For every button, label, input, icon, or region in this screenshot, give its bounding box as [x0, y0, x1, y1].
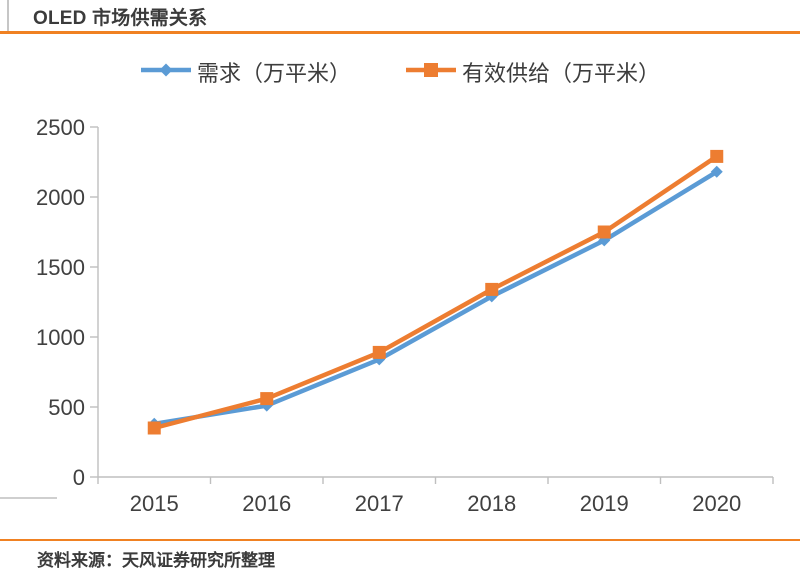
- legend-item-supply: 有效供给（万平米）: [405, 56, 660, 88]
- legend-label-supply: 有效供给（万平米）: [462, 61, 661, 86]
- x-axis-label: 2017: [355, 491, 404, 516]
- legend-marker-svg: [406, 62, 456, 77]
- x-axis-label: 2020: [692, 491, 741, 516]
- x-axis-label: 2015: [130, 491, 179, 516]
- legend-marker-svg: [140, 63, 191, 76]
- table-border-fragment-bottom: [0, 497, 57, 499]
- source-note: 资料来源：天风证券研究所整理: [37, 551, 275, 570]
- x-axis-label: 2018: [467, 491, 516, 516]
- legend-label-demand: 需求（万平米）: [196, 61, 351, 86]
- x-axis-label: 2016: [242, 491, 291, 516]
- supply-line-square-icon: [405, 57, 457, 88]
- legend-item-demand: 需求（万平米）: [140, 56, 351, 88]
- series-1-marker: [710, 149, 724, 163]
- y-axis-label: 1500: [36, 255, 85, 280]
- series-1-marker: [485, 282, 499, 296]
- series-line-1: [153, 154, 719, 431]
- demand-line-diamond-icon: [140, 57, 192, 88]
- x-axis-label: 2019: [580, 491, 629, 516]
- series-1-marker: [597, 225, 611, 239]
- footer-rule: [0, 539, 800, 541]
- y-axis-label: 500: [48, 395, 85, 420]
- y-axis-label: 2000: [36, 185, 85, 210]
- figure-title: OLED 市场供需关系: [33, 8, 208, 29]
- diamond-glyph: [159, 63, 173, 76]
- title-rule: [0, 31, 800, 34]
- series-1-marker: [260, 392, 274, 406]
- y-axis-label: 0: [73, 465, 85, 490]
- table-border-fragment-top: [7, 0, 9, 31]
- chart-legend: 需求（万平米） 有效供给（万平米）: [0, 56, 800, 88]
- series-1-marker: [147, 421, 161, 435]
- square-glyph: [424, 62, 438, 77]
- series-line-0: [153, 169, 718, 427]
- series-1-marker: [372, 345, 386, 359]
- y-axis-label: 2500: [36, 115, 85, 140]
- y-axis-label: 1000: [36, 325, 85, 350]
- series-0-marker: [710, 165, 723, 178]
